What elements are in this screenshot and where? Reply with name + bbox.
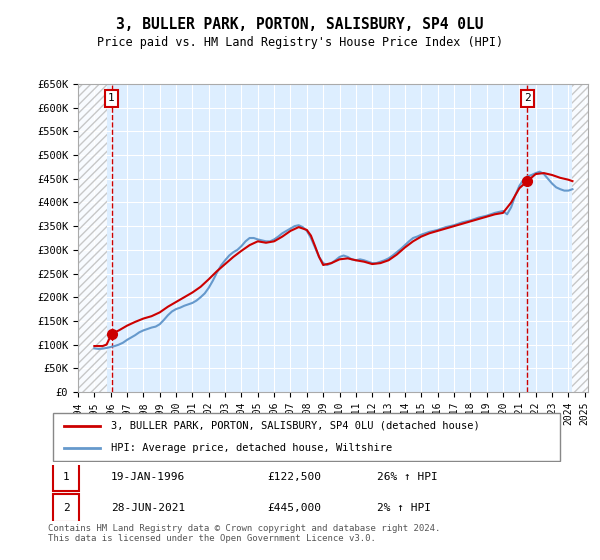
Text: 26% ↑ HPI: 26% ↑ HPI bbox=[377, 472, 437, 482]
Text: 3, BULLER PARK, PORTON, SALISBURY, SP4 0LU: 3, BULLER PARK, PORTON, SALISBURY, SP4 0… bbox=[116, 17, 484, 32]
Text: 2: 2 bbox=[524, 93, 531, 103]
Text: 1: 1 bbox=[108, 93, 115, 103]
FancyBboxPatch shape bbox=[53, 494, 79, 522]
Text: Price paid vs. HM Land Registry's House Price Index (HPI): Price paid vs. HM Land Registry's House … bbox=[97, 36, 503, 49]
Text: 3, BULLER PARK, PORTON, SALISBURY, SP4 0LU (detached house): 3, BULLER PARK, PORTON, SALISBURY, SP4 0… bbox=[110, 421, 479, 431]
Text: 2: 2 bbox=[63, 503, 70, 514]
Text: Contains HM Land Registry data © Crown copyright and database right 2024.
This d: Contains HM Land Registry data © Crown c… bbox=[48, 524, 440, 543]
Bar bbox=[78, 84, 107, 392]
Text: £445,000: £445,000 bbox=[267, 503, 321, 514]
Text: £122,500: £122,500 bbox=[267, 472, 321, 482]
Text: 19-JAN-1996: 19-JAN-1996 bbox=[110, 472, 185, 482]
Text: 2% ↑ HPI: 2% ↑ HPI bbox=[377, 503, 431, 514]
Text: 28-JUN-2021: 28-JUN-2021 bbox=[110, 503, 185, 514]
FancyBboxPatch shape bbox=[53, 413, 560, 461]
FancyBboxPatch shape bbox=[53, 463, 79, 491]
Text: HPI: Average price, detached house, Wiltshire: HPI: Average price, detached house, Wilt… bbox=[110, 443, 392, 453]
Text: 1: 1 bbox=[63, 472, 70, 482]
